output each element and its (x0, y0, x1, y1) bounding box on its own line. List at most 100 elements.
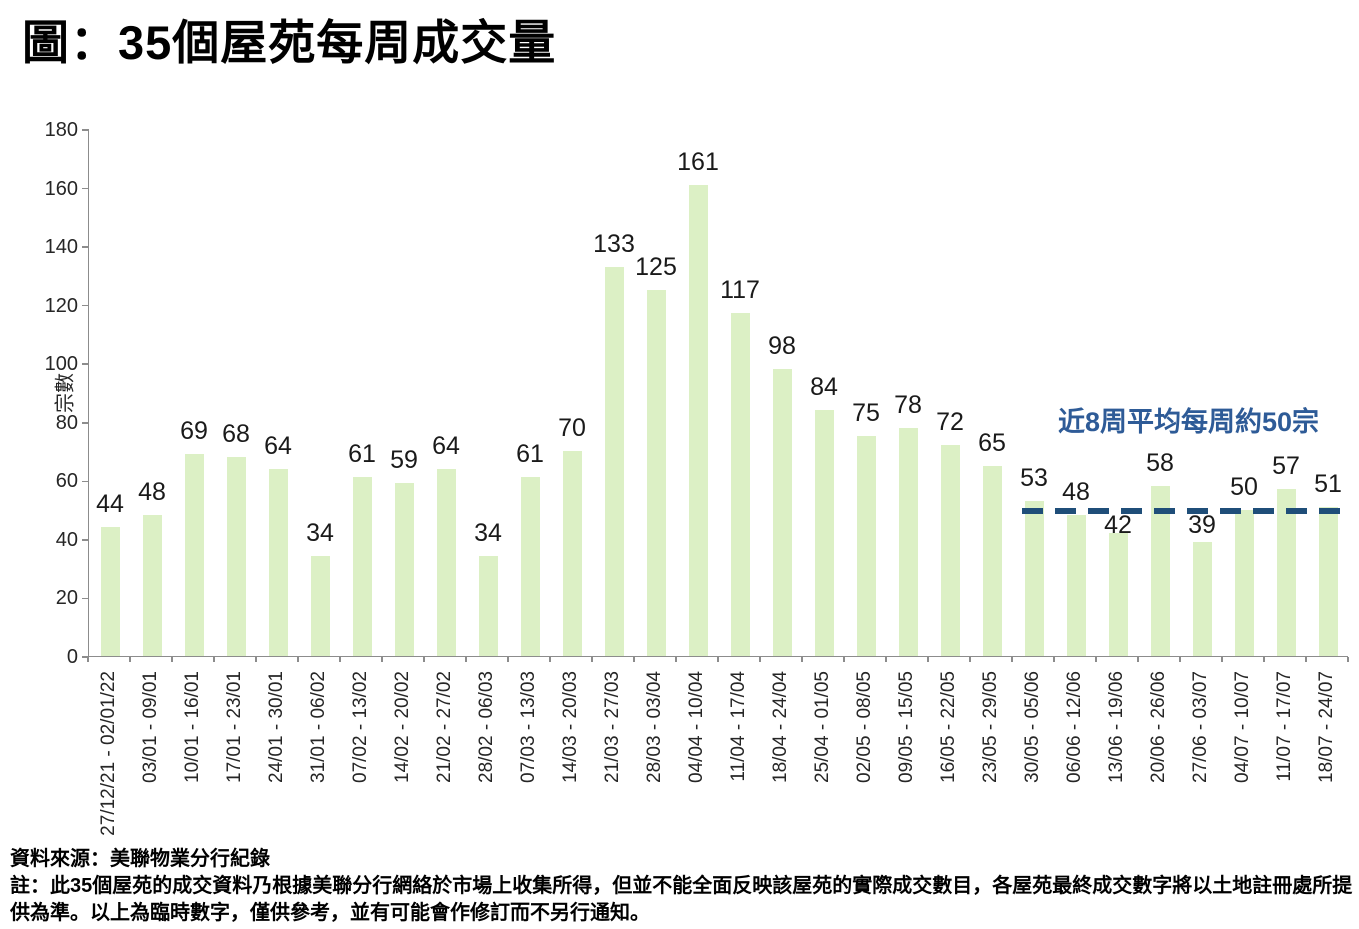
y-tick-mark (82, 246, 89, 248)
bar-value-label: 98 (768, 332, 796, 361)
bar (1108, 533, 1128, 656)
bar-value-label: 70 (558, 414, 586, 443)
x-tick-mark (339, 657, 341, 662)
bar-value-label: 84 (810, 373, 838, 402)
bar (646, 290, 666, 656)
x-tick-mark (255, 657, 257, 662)
x-tick-mark (1011, 657, 1013, 662)
y-tick-label: 20 (55, 587, 78, 610)
x-tick-mark (675, 657, 677, 662)
bar (730, 313, 750, 656)
x-tick-mark (591, 657, 593, 662)
x-tick-label: 04/07 - 10/07 (1232, 671, 1253, 783)
bar-value-label: 75 (852, 399, 880, 428)
bar-value-label: 39 (1188, 510, 1216, 539)
y-tick-mark (82, 597, 89, 600)
bar (268, 468, 288, 656)
y-tick-label: 0 (66, 646, 78, 668)
bar-value-label: 125 (635, 253, 677, 282)
y-tick-mark (82, 187, 89, 190)
x-tick-mark (213, 657, 215, 662)
x-tick-mark (1137, 657, 1139, 662)
bar (352, 477, 372, 656)
x-tick-label: 14/02 - 20/02 (392, 671, 413, 783)
x-tick-mark (507, 657, 509, 662)
y-tick-label: 180 (44, 119, 78, 141)
bar-value-label: 34 (474, 519, 502, 548)
bar-value-label: 61 (516, 440, 544, 469)
x-tick-label: 07/02 - 13/02 (350, 671, 371, 783)
x-tick-label: 10/01 - 16/01 (182, 671, 203, 783)
x-tick-label: 06/06 - 12/06 (1064, 671, 1085, 783)
bar (814, 410, 834, 656)
y-tick-label: 60 (55, 470, 78, 493)
bar (982, 465, 1002, 656)
x-tick-mark (1347, 657, 1349, 662)
x-tick-label: 21/02 - 27/02 (434, 671, 455, 783)
x-tick-mark (1179, 657, 1181, 662)
bar-value-label: 68 (222, 419, 250, 448)
y-tick-mark (82, 363, 89, 365)
x-tick-label: 21/03 - 27/03 (602, 671, 623, 783)
bar (226, 456, 246, 656)
bar-value-label: 51 (1314, 469, 1342, 498)
y-tick-mark (82, 656, 89, 658)
bar (772, 369, 792, 656)
x-tick-mark (717, 657, 719, 662)
x-tick-label: 16/05 - 22/05 (938, 671, 959, 783)
y-tick-mark (82, 304, 89, 307)
bar-value-label: 78 (894, 390, 922, 419)
footer-note: 註：此35個屋苑的成交資料乃根據美聯分行網絡於市場上收集所得，但並不能全面反映該… (10, 875, 1353, 924)
bar-value-label: 53 (1020, 463, 1048, 492)
x-tick-label: 14/03 - 20/03 (560, 671, 581, 783)
x-tick-mark (633, 657, 635, 662)
x-tick-mark (87, 657, 89, 662)
y-tick-label: 140 (44, 236, 78, 259)
x-tick-label: 20/06 - 26/06 (1148, 671, 1169, 783)
x-tick-mark (549, 657, 551, 662)
plot-area: 44 48 69 68 64 34 61 59 64 34 61 70 133 125 161 117 98 84… (88, 130, 1348, 657)
bar (1276, 489, 1296, 656)
bar (1318, 506, 1338, 656)
footer-source: 資料來源：美聯物業分行紀錄 (10, 848, 270, 870)
x-tick-label: 31/01 - 06/02 (308, 671, 329, 783)
bar (100, 527, 120, 656)
x-tick-mark (1305, 657, 1307, 662)
footer: 資料來源：美聯物業分行紀錄 註：此35個屋苑的成交資料乃根據美聯分行網絡於市場上… (10, 846, 1355, 927)
bar-value-label: 69 (180, 416, 208, 445)
x-tick-label: 09/05 - 15/05 (896, 671, 917, 783)
y-tick-mark (82, 422, 89, 424)
bar-value-label: 48 (138, 478, 166, 507)
y-tick-mark (82, 129, 89, 131)
x-tick-mark (801, 657, 803, 662)
chart-title: 圖：35個屋苑每周成交量 (22, 16, 557, 69)
y-tick-mark (82, 480, 89, 483)
x-tick-label: 23/05 - 29/05 (980, 671, 1001, 783)
x-tick-mark (423, 657, 425, 662)
bar (1234, 509, 1254, 656)
bar-value-label: 58 (1146, 449, 1174, 478)
bar-value-label: 48 (1062, 478, 1090, 507)
bar (1150, 486, 1170, 656)
bar (1024, 500, 1044, 656)
x-tick-label: 28/02 - 06/03 (476, 671, 497, 783)
y-axis-title: 宗數 (54, 373, 77, 413)
x-tick-mark (381, 657, 383, 662)
bar-value-label: 72 (936, 408, 964, 437)
x-tick-mark (465, 657, 467, 662)
x-tick-mark (969, 657, 971, 662)
y-tick-label: 80 (55, 411, 78, 434)
x-tick-label: 11/07 - 17/07 (1274, 671, 1295, 782)
bar-value-label: 61 (348, 440, 376, 469)
x-tick-mark (171, 657, 173, 662)
x-tick-label: 18/07 - 24/07 (1316, 671, 1337, 783)
bar-value-label: 44 (96, 490, 124, 519)
y-tick-label: 160 (44, 177, 78, 200)
x-tick-mark (1095, 657, 1097, 662)
x-tick-label: 18/04 - 24/04 (770, 671, 791, 783)
bar-value-label: 133 (593, 229, 635, 258)
x-tick-mark (927, 657, 929, 662)
x-tick-mark (1221, 657, 1223, 662)
x-tick-label: 27/06 - 03/07 (1190, 671, 1211, 783)
x-tick-label: 28/03 - 03/04 (644, 671, 665, 783)
